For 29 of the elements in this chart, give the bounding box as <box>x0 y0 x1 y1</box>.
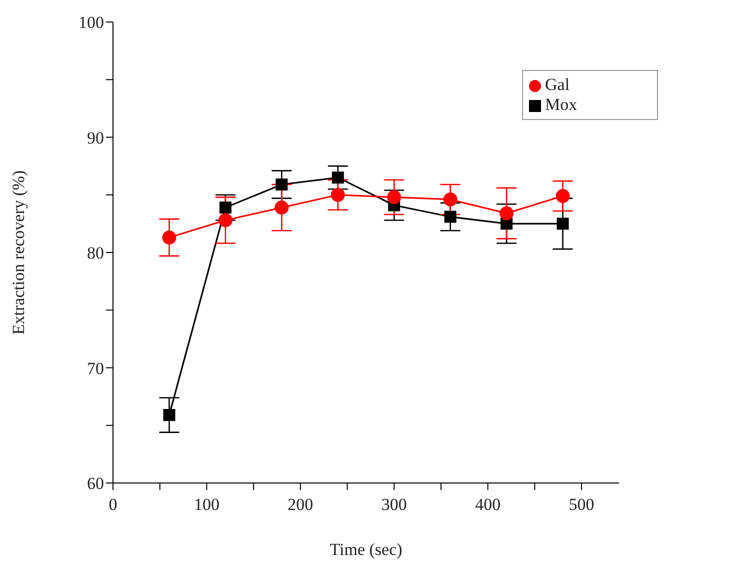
y-tick-label: 100 <box>78 13 104 32</box>
y-tick-label: 60 <box>87 474 104 494</box>
point <box>330 188 345 202</box>
y-tick-label: 80 <box>87 244 104 263</box>
x-tick-label: 400 <box>475 495 501 514</box>
point <box>444 210 456 223</box>
point <box>162 230 176 245</box>
point <box>219 202 232 214</box>
legend-label: Mox <box>545 95 578 114</box>
x-axis-title: Time (sec) <box>330 540 402 559</box>
point <box>443 192 458 206</box>
x-tick-label: 0 <box>108 495 118 514</box>
x-tick-label: 500 <box>568 495 594 514</box>
x-tick-label: 300 <box>381 495 407 514</box>
point <box>387 190 402 204</box>
point <box>276 178 288 191</box>
legend-label: Gal <box>545 75 570 94</box>
point <box>332 172 344 184</box>
point <box>556 218 569 230</box>
point <box>556 189 570 204</box>
y-tick-label: 90 <box>87 128 104 148</box>
y-tick-label: 70 <box>87 358 104 378</box>
x-tick-label: 200 <box>288 495 314 514</box>
point <box>163 409 176 422</box>
point <box>218 213 232 228</box>
y-axis-title: Extraction recovery (%) <box>9 170 28 335</box>
point <box>500 206 514 220</box>
point <box>274 200 289 215</box>
x-tick-label: 100 <box>194 495 220 514</box>
